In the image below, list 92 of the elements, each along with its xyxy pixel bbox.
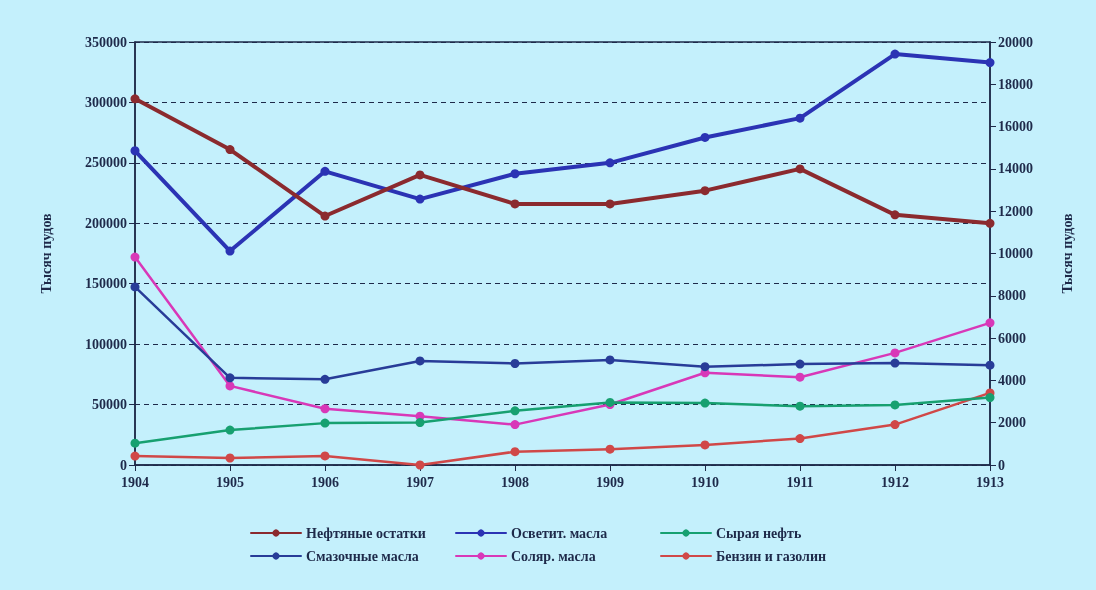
point [510,420,520,430]
y2-axis-title: Тысяч пудов [1059,212,1075,294]
point [130,282,140,292]
y2-tick-label: 12000 [998,203,1033,219]
y-tick-label: 200000 [85,215,127,231]
point [225,453,235,463]
legend-label: Сырая нефть [716,525,802,541]
y2-tick-label: 18000 [998,76,1033,92]
point [510,169,520,179]
y2-tick-label: 2000 [998,415,1026,431]
point [795,164,805,174]
point [320,404,330,414]
point [130,94,140,104]
point [605,444,615,454]
point [510,199,520,209]
point [225,425,235,435]
x-tick-label: 1904 [121,474,149,490]
point [605,199,615,209]
point [225,246,235,256]
x-tick-label: 1912 [881,474,909,490]
point [890,49,900,59]
point [700,398,710,408]
legend-label: Смазочные масла [306,548,419,564]
point [320,211,330,221]
x-tick-label: 1905 [216,474,244,490]
point [700,362,710,372]
point [320,166,330,176]
y2-tick-label: 10000 [998,246,1033,261]
point [415,356,425,366]
point [890,420,900,430]
point [985,360,995,370]
point [795,359,805,369]
point [510,406,520,416]
point [510,447,520,457]
point [130,252,140,262]
y2-tick-label: 14000 [998,161,1033,177]
x-tick-label: 1913 [976,474,1004,490]
point [700,440,710,450]
point [320,451,330,461]
point [130,146,140,156]
y-tick-label: 150000 [85,276,127,292]
point [985,218,995,228]
y2-tick-label: 4000 [998,372,1026,388]
point [605,355,615,365]
point [415,170,425,180]
legend-label: Бензин и газолин [716,548,827,564]
point [795,113,805,123]
point [890,210,900,220]
point [415,417,425,427]
y2-tick-label: 6000 [998,330,1026,346]
point [795,372,805,382]
point [890,400,900,410]
y2-tick-label: 16000 [998,119,1033,135]
point [415,194,425,204]
point [130,438,140,448]
y-axis-title: Тысяч пудов [38,212,54,294]
x-tick-label: 1910 [691,474,719,490]
point [700,186,710,196]
y-tick-label: 100000 [85,336,127,352]
x-tick-label: 1909 [596,474,624,490]
y2-tick-label: 0 [998,457,1005,473]
point [320,374,330,384]
x-tick-label: 1907 [406,474,434,490]
point [700,132,710,142]
point [225,373,235,383]
y-tick-label: 50000 [92,397,127,413]
point [225,381,235,391]
point [225,145,235,155]
y2-tick-label: 8000 [998,288,1026,304]
y-tick-label: 0 [120,457,127,473]
point [890,358,900,368]
legend-label: Нефтяные остатки [306,525,426,541]
point [985,58,995,68]
point [415,460,425,470]
legend-label: Осветит. масла [511,525,608,541]
y-tick-label: 350000 [85,34,127,50]
point [985,393,995,403]
point [890,348,900,358]
point [795,434,805,444]
y-tick-label: 300000 [85,94,127,110]
point [130,451,140,461]
y-tick-label: 250000 [85,155,127,171]
point [985,318,995,328]
x-tick-label: 1906 [311,474,339,490]
legend-label: Соляр. масла [511,548,596,564]
point [510,358,520,368]
y2-tick-label: 20000 [998,34,1033,50]
x-tick-label: 1911 [786,474,814,490]
point [605,158,615,168]
point [795,401,805,411]
point [320,418,330,428]
x-tick-label: 1908 [501,474,529,490]
